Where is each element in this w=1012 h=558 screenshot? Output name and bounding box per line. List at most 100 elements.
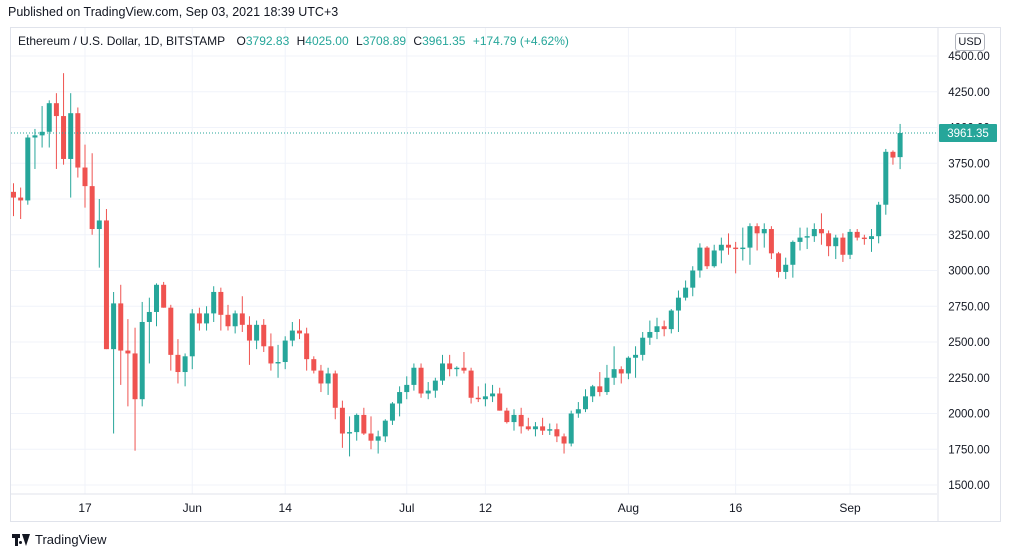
candle-body [289, 330, 295, 341]
candle-body [297, 330, 302, 334]
candle [726, 233, 731, 255]
candle [189, 309, 195, 370]
candle [840, 233, 846, 262]
candle-body [733, 247, 739, 250]
candle-body [418, 367, 424, 394]
open-value: 3792.83 [245, 34, 290, 48]
candle [289, 321, 295, 347]
candle-body [411, 367, 417, 385]
candle-body [268, 346, 274, 364]
candle [139, 301, 145, 407]
candle [747, 223, 753, 265]
candle-body [897, 133, 903, 158]
candle [675, 290, 681, 332]
tradingview-brand[interactable]: TradingView [12, 532, 107, 547]
candle-body [404, 384, 410, 393]
candle-body [497, 393, 503, 411]
candle [611, 346, 617, 385]
candle [325, 367, 331, 395]
grid-layer [11, 28, 937, 494]
candle [232, 310, 238, 334]
candle [468, 367, 474, 404]
candle [697, 243, 703, 278]
candle-body [325, 373, 331, 384]
candle [418, 363, 424, 398]
x-tick-label: 16 [729, 501, 743, 515]
candle-body [740, 247, 746, 250]
candle [633, 346, 639, 378]
candle [561, 433, 567, 454]
candle [575, 402, 581, 418]
candle-body [139, 321, 145, 400]
symbol-legend: Ethereum / U.S. Dollar, 1D, BITSTAMP O37… [18, 34, 573, 48]
candle [854, 229, 860, 241]
close-label: C [413, 34, 423, 48]
candle-body [461, 367, 467, 371]
currency-button[interactable]: USD [955, 33, 985, 51]
candle [532, 422, 538, 437]
candle-body [697, 247, 703, 271]
candle [361, 407, 367, 435]
candle-body [46, 103, 52, 132]
candle [661, 320, 667, 337]
candle-body [683, 287, 689, 298]
candle-body [633, 354, 639, 358]
candle-body [854, 231, 860, 238]
candle-body [25, 137, 31, 201]
candle [96, 199, 102, 268]
candle-body [554, 429, 560, 437]
candle-body [890, 151, 896, 158]
candle-body [876, 204, 882, 237]
candle-body [818, 229, 824, 234]
candle [404, 376, 410, 400]
candle-body [82, 167, 88, 187]
close-value: 3961.35 [422, 34, 466, 48]
candle [204, 306, 210, 331]
candle [132, 327, 138, 451]
candle-body [397, 392, 403, 404]
candle-body [332, 373, 338, 408]
candle-body [826, 233, 832, 247]
candle [39, 106, 45, 148]
candle [818, 213, 824, 245]
candle-body [361, 414, 367, 434]
candle-body [597, 386, 603, 393]
candle-body [125, 350, 131, 354]
y-tick-label: 2000.00 [948, 409, 990, 421]
candle [618, 366, 624, 384]
y-tick-label: 2750.00 [948, 301, 990, 313]
candle [776, 251, 782, 278]
candle [118, 284, 124, 385]
candle-body [482, 396, 488, 400]
y-tick-label: 1500.00 [948, 480, 990, 492]
candle-body [339, 407, 345, 434]
x-tick-label: Sep [839, 501, 861, 515]
candle-body [611, 369, 617, 378]
candle [318, 364, 324, 393]
candle-body [704, 247, 710, 267]
candle [826, 230, 832, 257]
x-tick-label: Jun [183, 501, 202, 515]
candle-body [175, 354, 181, 373]
candle-body [132, 353, 138, 400]
candle [647, 320, 653, 345]
candle-body [447, 363, 453, 370]
candle [883, 148, 889, 215]
x-tick-label: 17 [78, 501, 92, 515]
candle-body [454, 367, 460, 370]
candle [297, 319, 302, 340]
candle [146, 297, 152, 364]
candle-body [111, 303, 117, 350]
candle-body [861, 237, 867, 240]
candle [268, 333, 274, 371]
candle [382, 419, 388, 443]
low-label: L [356, 34, 363, 48]
candle [347, 416, 353, 457]
candle [275, 344, 281, 378]
candle [440, 354, 445, 385]
candle [432, 377, 438, 398]
candle-body [103, 220, 109, 350]
candle [175, 339, 181, 384]
candle [890, 150, 896, 165]
